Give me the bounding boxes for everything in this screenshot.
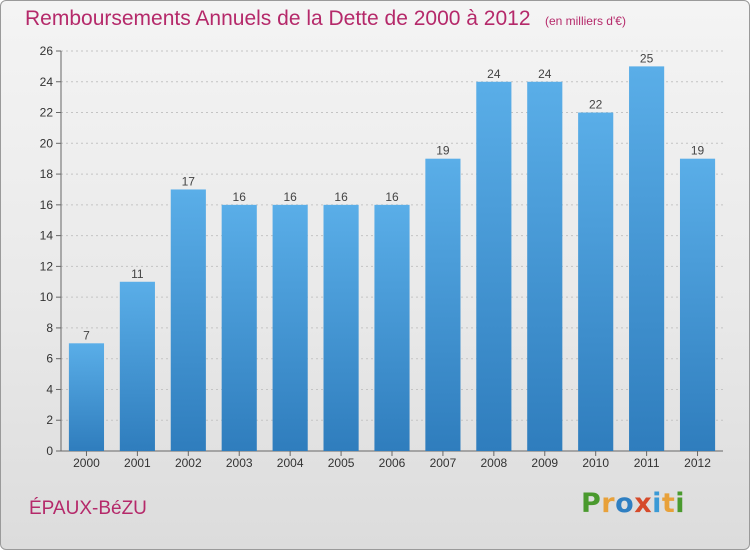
bar-2000[interactable] [68, 343, 105, 451]
brand-letter: r [601, 488, 616, 519]
y-tick-label: 20 [40, 136, 54, 150]
bar-2006[interactable] [374, 204, 410, 451]
x-tick-label: 2001 [124, 456, 151, 470]
x-tick-label: 2006 [379, 456, 406, 470]
x-tick-label: 2003 [226, 456, 253, 470]
x-tick-label: 2009 [531, 456, 558, 470]
x-tick-label: 2002 [175, 456, 202, 470]
bar-2009[interactable] [527, 81, 563, 452]
bar-value-label: 11 [131, 267, 144, 281]
x-tick-label: 2005 [328, 456, 355, 470]
y-tick-label: 6 [46, 352, 53, 366]
chart-subtitle: (en milliers d'€) [544, 14, 626, 28]
x-tick-label: 2000 [73, 456, 100, 470]
bar-value-label: 16 [385, 190, 399, 204]
bar-value-label: 25 [640, 51, 654, 65]
bar-2008[interactable] [476, 81, 512, 452]
y-tick-label: 16 [40, 198, 54, 212]
bar-2005[interactable] [323, 204, 359, 451]
proxiti-logo[interactable]: Proxiti [581, 488, 685, 519]
bar-2004[interactable] [272, 204, 308, 451]
x-tick-label: 2011 [634, 456, 660, 470]
y-tick-label: 0 [46, 444, 53, 458]
bar-value-label: 19 [691, 144, 705, 158]
y-tick-label: 8 [46, 321, 53, 335]
bar-2011[interactable] [629, 66, 665, 451]
bar-2010[interactable] [578, 112, 614, 452]
x-tick-label: 2010 [582, 456, 609, 470]
bar-value-label: 16 [334, 190, 348, 204]
y-tick-label: 24 [40, 75, 54, 89]
labels: 0246810121416182022242672000112001172002… [40, 44, 712, 470]
bar-2012[interactable] [679, 158, 716, 451]
bar-value-label: 16 [233, 190, 247, 204]
y-tick-label: 10 [40, 290, 54, 304]
bar-2001[interactable] [119, 281, 155, 451]
brand-letter: i [652, 488, 662, 519]
brand-letter: i [675, 488, 686, 519]
y-tick-label: 12 [40, 259, 54, 273]
y-tick-label: 14 [40, 229, 54, 243]
brand-letter: P [581, 488, 602, 519]
x-tick-label: 2012 [684, 456, 711, 470]
y-tick-label: 18 [40, 167, 54, 181]
bar-2003[interactable] [221, 204, 257, 451]
brand-letter: x [634, 488, 653, 519]
x-tick-label: 2004 [277, 456, 304, 470]
y-tick-label: 2 [46, 413, 53, 427]
bar-value-label: 19 [436, 144, 450, 158]
bar-2007[interactable] [425, 158, 461, 451]
title-row: Remboursements Annuels de la Dette de 20… [25, 7, 626, 31]
commune-name: ÉPAUX-BéZU [29, 498, 147, 519]
x-tick-label: 2008 [480, 456, 507, 470]
brand-letter: o [615, 488, 635, 519]
y-tick-label: 4 [46, 382, 53, 396]
bar-value-label: 24 [538, 67, 552, 81]
y-tick-label: 26 [40, 44, 54, 58]
bar-value-label: 7 [83, 328, 90, 342]
bar-value-label: 24 [487, 67, 501, 81]
bar-value-label: 17 [182, 174, 196, 188]
bar-value-label: 22 [589, 98, 603, 112]
y-tick-label: 22 [40, 106, 54, 120]
x-tick-label: 2007 [430, 456, 457, 470]
bar-value-label: 16 [283, 190, 297, 204]
bars [68, 66, 716, 452]
bar-2002[interactable] [170, 189, 206, 451]
brand-letter: t [661, 488, 676, 519]
chart-title: Remboursements Annuels de la Dette de 20… [25, 7, 531, 30]
